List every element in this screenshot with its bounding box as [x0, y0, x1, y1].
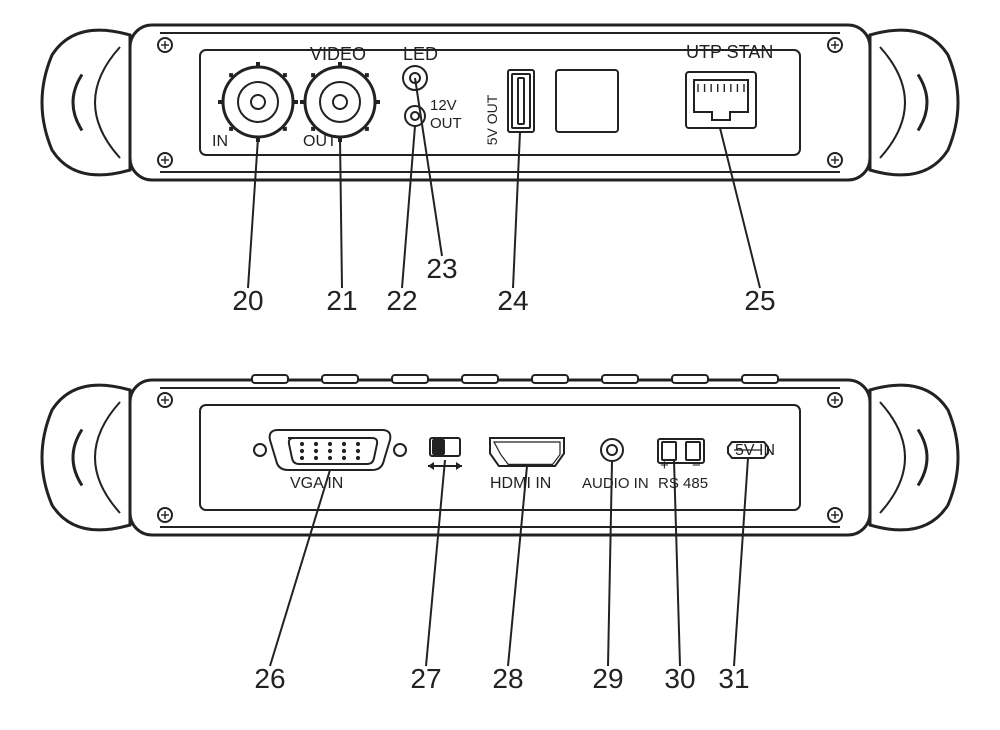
label-video: VIDEO: [310, 44, 366, 64]
label-rs485: RS 485: [658, 475, 708, 492]
label-12v-out: OUT: [430, 115, 462, 132]
callout-26: 26: [254, 663, 285, 694]
device-top-view: [42, 25, 958, 180]
callout-22: 22: [386, 285, 417, 316]
callout-31: 31: [718, 663, 749, 694]
callout-28: 28: [492, 663, 523, 694]
label-rs485-plus: +: [660, 457, 669, 474]
label-out: OUT: [303, 133, 337, 150]
label-utp: UTP STAN: [686, 42, 773, 62]
callout-27: 27: [410, 663, 441, 694]
label-5v-in: 5V IN: [735, 442, 775, 459]
callout-25: 25: [744, 285, 775, 316]
callout-29: 29: [592, 663, 623, 694]
label-hdmi-in: HDMI IN: [490, 475, 551, 492]
label-vga-in: VGA IN: [290, 475, 343, 492]
callout-24: 24: [497, 285, 528, 316]
label-5v-out: 5V OUT: [484, 94, 500, 145]
callout-23: 23: [426, 253, 457, 284]
callout-30: 30: [664, 663, 695, 694]
label-led: LED: [403, 44, 438, 64]
callout-21: 21: [326, 285, 357, 316]
label-audio-in: AUDIO IN: [582, 475, 649, 492]
label-rs485-minus: −: [692, 457, 701, 474]
label-12v: 12V: [430, 97, 457, 114]
device-bottom-view: [42, 375, 958, 535]
label-in: IN: [212, 133, 228, 150]
port-usb-5v-out: [508, 70, 534, 132]
callout-20: 20: [232, 285, 263, 316]
